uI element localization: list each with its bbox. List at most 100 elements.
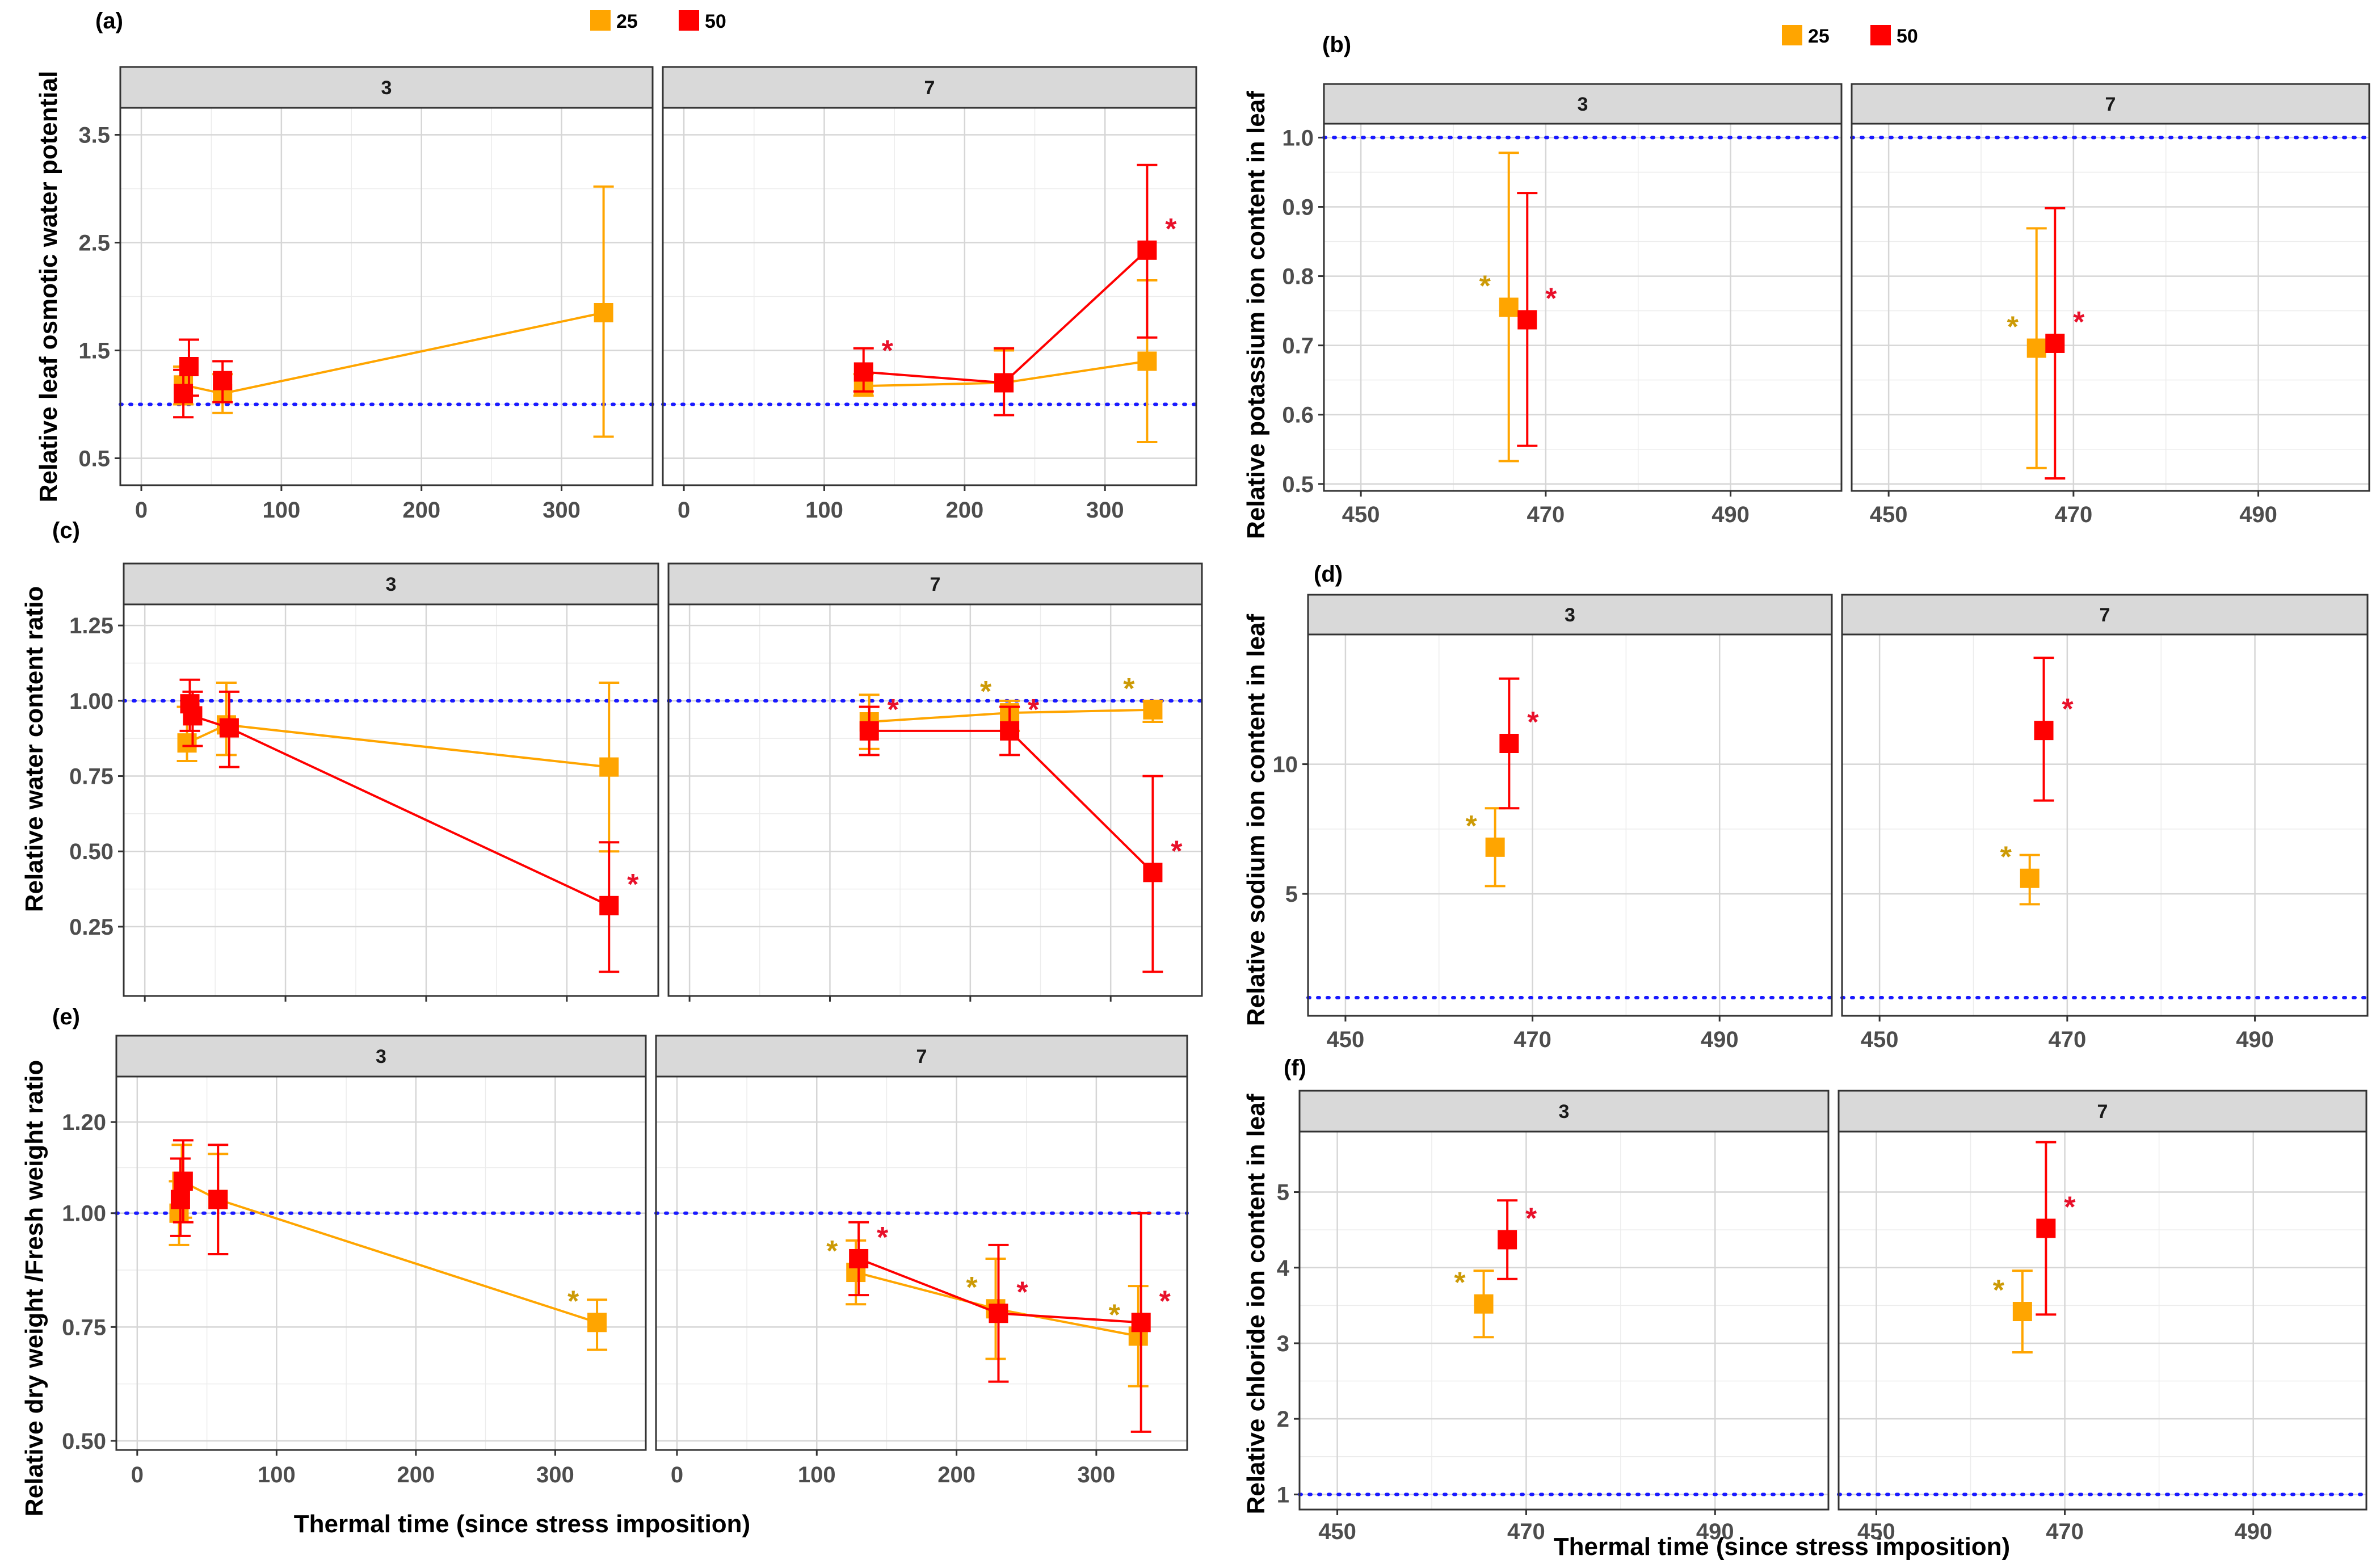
x-tick-label: 200 bbox=[937, 1462, 975, 1487]
series-50: * bbox=[179, 678, 639, 973]
y-tick-label: 0.50 bbox=[69, 839, 113, 864]
facet-strip bbox=[1841, 594, 2369, 636]
significance-star: * bbox=[1016, 1276, 1028, 1309]
significance-star: * bbox=[1466, 810, 1478, 843]
data-point-marker bbox=[1143, 863, 1163, 882]
legend-left-swatch-50 bbox=[679, 10, 699, 31]
panel-c: (c) Relative water content ratio 3 0.25 0.50… bbox=[20, 518, 1204, 1002]
x-tick-label: 450 bbox=[1870, 502, 1908, 527]
panel-a-ylabel: Relative leaf osmotic water potential bbox=[35, 71, 62, 502]
significance-star: * bbox=[1545, 282, 1557, 315]
series-50: * bbox=[2045, 207, 2085, 480]
x-tick-label: 490 bbox=[2236, 1027, 2274, 1052]
y-tick-label: 0.6 bbox=[1282, 403, 1314, 428]
series-50: * bbox=[1517, 192, 1557, 447]
series-25: * bbox=[2000, 841, 2040, 906]
data-point-marker bbox=[1498, 1230, 1517, 1250]
y-tick-label: 3.5 bbox=[78, 123, 110, 148]
significance-star: * bbox=[1109, 1298, 1121, 1331]
y-tick-label: 4 bbox=[1277, 1256, 1290, 1281]
significance-star: * bbox=[1123, 672, 1135, 705]
series-50: * * * bbox=[848, 1212, 1171, 1433]
facet-frame bbox=[655, 1075, 1188, 1451]
data-point-marker bbox=[594, 303, 613, 322]
facet-strip-label: 7 bbox=[916, 1046, 927, 1067]
panel-b-letter: (b) bbox=[1322, 32, 1351, 57]
legend-right-label-50: 50 bbox=[1897, 26, 1918, 47]
data-point-marker bbox=[1474, 1294, 1494, 1314]
data-point-marker bbox=[174, 384, 194, 403]
significance-star: * bbox=[877, 1221, 889, 1254]
facet-frame bbox=[667, 603, 1203, 997]
x-tick-label: 450 bbox=[1342, 502, 1380, 527]
x-tick-label: 100 bbox=[258, 1462, 296, 1487]
x-tick-label: 200 bbox=[397, 1462, 435, 1487]
facet-strip bbox=[115, 1035, 647, 1078]
data-point-marker bbox=[213, 371, 233, 390]
x-tick-label: 490 bbox=[2234, 1519, 2272, 1544]
panel-c-ylabel: Relative water content ratio bbox=[20, 586, 48, 913]
y-tick-label: 1.00 bbox=[62, 1201, 106, 1226]
facet-frame bbox=[1851, 123, 2370, 492]
data-point-marker bbox=[1517, 310, 1537, 330]
data-point-marker bbox=[599, 757, 619, 777]
facet-frame bbox=[115, 1075, 647, 1451]
panel-e-letter: (e) bbox=[52, 1004, 80, 1029]
x-tick-label: 100 bbox=[798, 1462, 836, 1487]
facet-strip-label: 7 bbox=[2100, 604, 2110, 626]
data-point-marker bbox=[1131, 1313, 1151, 1332]
data-point-marker bbox=[989, 1304, 1008, 1323]
y-tick-label: 0.9 bbox=[1282, 195, 1314, 220]
data-point-marker bbox=[1000, 721, 1020, 741]
facet-strip-label: 7 bbox=[930, 574, 941, 595]
facet-strip-label: 3 bbox=[386, 574, 397, 595]
y-tick-label: 0.50 bbox=[62, 1429, 106, 1454]
legend-right-swatch-50 bbox=[1870, 25, 1891, 45]
significance-star: * bbox=[627, 868, 639, 901]
legend-right-label-25: 25 bbox=[1808, 26, 1830, 47]
panel-e-ylabel: Relative dry weight /Fresh weight ratio bbox=[20, 1060, 48, 1516]
significance-star: * bbox=[2000, 841, 2012, 874]
y-tick-label: 2 bbox=[1277, 1407, 1289, 1432]
significance-star: * bbox=[980, 675, 992, 708]
y-tick-label: 1.0 bbox=[1282, 125, 1314, 150]
series-25: * bbox=[1454, 1267, 1494, 1339]
series-50 bbox=[173, 338, 233, 419]
panel-c-letter: (c) bbox=[52, 518, 80, 543]
data-point-marker bbox=[183, 706, 203, 726]
x-tick-label: 470 bbox=[1507, 1519, 1545, 1544]
series-50: * bbox=[1499, 677, 1539, 810]
significance-star: * bbox=[1171, 835, 1183, 868]
significance-star: * bbox=[888, 693, 899, 726]
series-50: * bbox=[2033, 657, 2074, 802]
x-tick-label: 450 bbox=[1327, 1027, 1365, 1052]
data-point-marker bbox=[853, 362, 873, 382]
x-tick-label: 450 bbox=[1857, 1519, 1895, 1544]
y-tick-label: 3 bbox=[1277, 1331, 1289, 1356]
legend-left: 25 50 bbox=[590, 10, 726, 32]
panel-f-letter: (f) bbox=[1284, 1056, 1306, 1081]
x-tick-label: 490 bbox=[1712, 502, 1750, 527]
significance-star: * bbox=[1527, 706, 1539, 739]
significance-star: * bbox=[882, 335, 894, 368]
panel-a-letter: (a) bbox=[95, 9, 123, 33]
legend-right-swatch-25 bbox=[1782, 25, 1802, 45]
x-tick-label: 0 bbox=[671, 1462, 683, 1487]
significance-star: * bbox=[2073, 306, 2085, 339]
y-tick-label: 0.7 bbox=[1282, 334, 1314, 359]
facet-strip bbox=[123, 562, 659, 606]
data-point-marker bbox=[173, 1171, 193, 1191]
data-point-marker bbox=[2036, 1218, 2056, 1238]
facet-strip bbox=[1307, 594, 1833, 636]
panel-e: (e) Relative dry weight /Fresh weight rat… bbox=[20, 1004, 1189, 1516]
data-point-marker bbox=[179, 357, 199, 376]
legend-left-swatch-25 bbox=[590, 10, 611, 31]
panel-a-facet-7: 70 100 200 300** bbox=[661, 66, 1198, 523]
panel-b-facet-3: 3 450 470 490 0.5 0.6 0.7 0.8 0.9 1.0 * * bbox=[1282, 83, 1843, 527]
data-point-marker bbox=[1499, 297, 1519, 317]
x-tick-label: 0 bbox=[131, 1462, 144, 1487]
significance-star: * bbox=[1479, 270, 1491, 303]
x-tick-label: 470 bbox=[1513, 1027, 1551, 1052]
y-tick-label: 1 bbox=[1277, 1482, 1289, 1507]
